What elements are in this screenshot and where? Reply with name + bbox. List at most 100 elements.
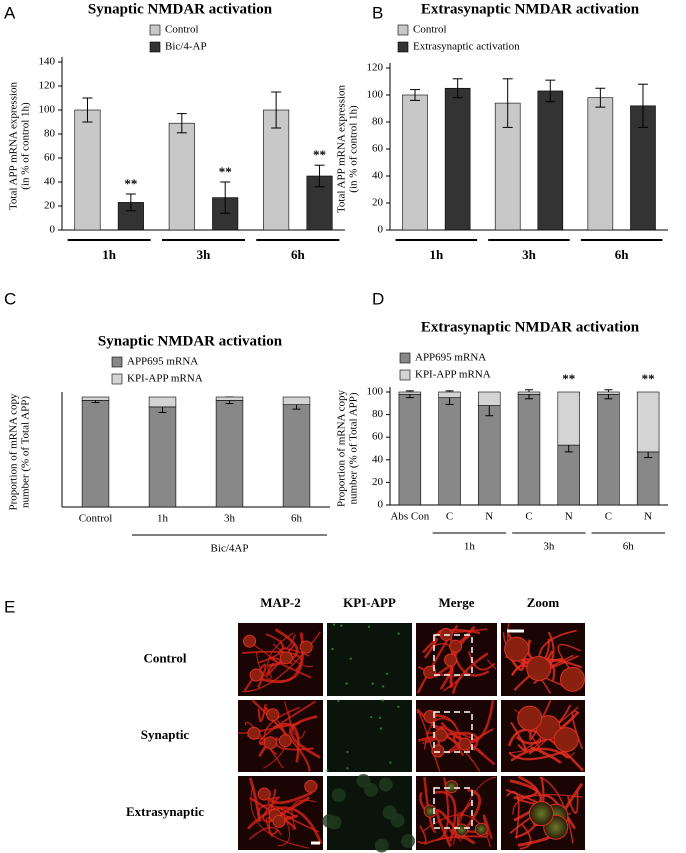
error-bar	[125, 193, 136, 212]
puncta	[397, 705, 400, 708]
soma	[278, 734, 292, 748]
y-tick-label: 120	[367, 62, 384, 74]
legend-swatch	[399, 352, 411, 364]
column-label: MAP-2	[260, 595, 300, 610]
neurite	[506, 790, 520, 839]
neurite	[449, 828, 476, 845]
row-label: Extrasynaptic	[126, 804, 204, 819]
legend-label: APP695 mRNA	[127, 356, 198, 368]
y-tick-label: 20	[372, 476, 384, 488]
neurite	[487, 659, 497, 670]
neurite	[418, 731, 479, 751]
puncta	[345, 682, 348, 685]
legend-swatch	[149, 41, 161, 53]
x-tick-label: Abs Con	[390, 511, 429, 523]
puncta	[367, 625, 371, 628]
soma	[444, 653, 458, 667]
bar-segment	[398, 393, 422, 506]
puncta	[331, 788, 346, 803]
y-axis-label: Proportion of mRNA copy	[336, 389, 348, 507]
y-tick-label: 80	[372, 116, 384, 128]
x-tick-label: C	[605, 511, 612, 523]
bar-segment	[398, 391, 422, 395]
soma	[272, 814, 286, 828]
x-tick-label: 3h	[522, 247, 537, 262]
y-axis-label: number (% of Total APP)	[20, 396, 32, 508]
soma	[249, 668, 263, 682]
puncta	[326, 769, 329, 772]
puncta	[337, 699, 340, 703]
legend-swatch	[111, 356, 123, 368]
neurite	[422, 638, 439, 659]
group-label: 3h	[543, 541, 555, 553]
neurite	[476, 747, 485, 755]
micrograph	[501, 775, 585, 850]
puncta	[385, 672, 389, 676]
micrograph	[326, 699, 412, 772]
legend-label: KPI-APP mRNA	[127, 373, 203, 385]
neurite	[543, 794, 577, 830]
neurite	[417, 824, 427, 845]
puncta	[322, 814, 337, 829]
x-tick-label: 6h	[615, 247, 630, 262]
soma	[431, 744, 445, 758]
image-bg	[327, 700, 412, 772]
neurite	[416, 710, 441, 773]
x-tick-label: C	[446, 511, 453, 523]
x-tick-label: 3h	[224, 513, 236, 525]
micrograph	[237, 699, 323, 772]
y-axis-label: number (% of Total APP)	[348, 392, 360, 504]
bar-segment	[517, 391, 541, 395]
y-axis-label: Proportion of mRNA copy	[8, 393, 20, 511]
bar-segment	[148, 396, 177, 408]
bar	[168, 122, 195, 231]
group-label: 6h	[623, 541, 635, 553]
soma	[504, 636, 530, 662]
neurite	[291, 799, 317, 830]
x-tick-label: 1h	[102, 247, 117, 262]
y-tick-label: 40	[372, 170, 384, 182]
bar-segment	[148, 406, 177, 508]
x-tick-label: 6h	[291, 513, 303, 525]
puncta	[389, 761, 392, 764]
neurite	[255, 651, 297, 682]
bar-segment	[282, 404, 311, 508]
bar-segment	[438, 391, 461, 398]
puncta	[378, 777, 393, 792]
column-label: KPI-APP	[343, 595, 396, 610]
bar-segment	[636, 391, 660, 453]
puncta	[371, 682, 374, 685]
error-bar	[502, 78, 513, 128]
neurite	[251, 699, 311, 772]
bar	[117, 202, 144, 231]
legend-label: KPI-APP mRNA	[415, 369, 491, 381]
chart-title: Synaptic NMDAR activation	[98, 333, 283, 349]
neurite	[416, 624, 459, 694]
soma	[455, 823, 469, 837]
soma	[449, 639, 463, 653]
row-label: Control	[143, 650, 186, 665]
soma	[559, 666, 585, 692]
micrograph	[327, 623, 412, 696]
y-tick-label: 100	[367, 89, 384, 101]
x-tick-label: 1h	[429, 247, 444, 262]
bar-segment	[597, 393, 620, 506]
neurite	[515, 711, 580, 745]
error-bar	[637, 83, 648, 128]
neurite	[246, 806, 323, 845]
soma	[553, 727, 579, 753]
legend-label: Extrasynaptic activation	[413, 41, 520, 53]
image-bg	[327, 623, 412, 696]
x-tick-label: Control	[79, 513, 113, 525]
puncta	[332, 623, 336, 626]
y-axis-label: Total APP mRNA expression	[336, 84, 348, 213]
puncta	[346, 767, 349, 770]
y-tick-label: 80	[372, 408, 384, 420]
y-tick-label: 100	[367, 386, 384, 398]
x-tick-label: 6h	[291, 247, 306, 262]
neurite	[467, 651, 496, 671]
error-bar	[410, 89, 421, 101]
y-tick-label: 100	[39, 104, 56, 116]
soma	[304, 779, 318, 793]
bar	[444, 87, 471, 231]
